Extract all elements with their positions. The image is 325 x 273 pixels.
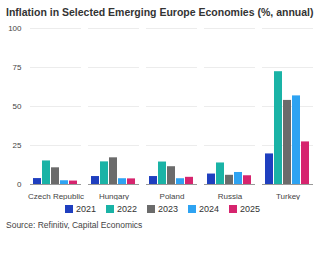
- svg-text:50: 50: [13, 102, 22, 111]
- svg-text:25: 25: [13, 141, 22, 150]
- html-text:Source: Refinitiv, Capital Eco: Source: Refinitiv, Capital Economics: [6, 220, 143, 230]
- svg-text:Russia: Russia: [218, 192, 243, 200]
- svg-text:75: 75: [13, 63, 22, 72]
- html-text:2025: 2025: [240, 204, 261, 214]
- svg-text:0: 0: [17, 180, 22, 189]
- svg-text:Hungary: Hungary: [99, 192, 129, 200]
- svg-text:Czech Republic: Czech Republic: [28, 192, 84, 200]
- svg-text:100: 100: [8, 24, 22, 33]
- html-text:Inflation in Selected Emerging: Inflation in Selected Emerging Europe Ec…: [6, 6, 314, 18]
- html-text:2022: 2022: [117, 204, 137, 214]
- svg-text:Poland: Poland: [160, 192, 185, 200]
- html-text:2024: 2024: [199, 204, 219, 214]
- html-text:2023: 2023: [158, 204, 178, 214]
- html-text:2021: 2021: [75, 204, 96, 214]
- svg-text:Turkey: Turkey: [276, 192, 300, 200]
